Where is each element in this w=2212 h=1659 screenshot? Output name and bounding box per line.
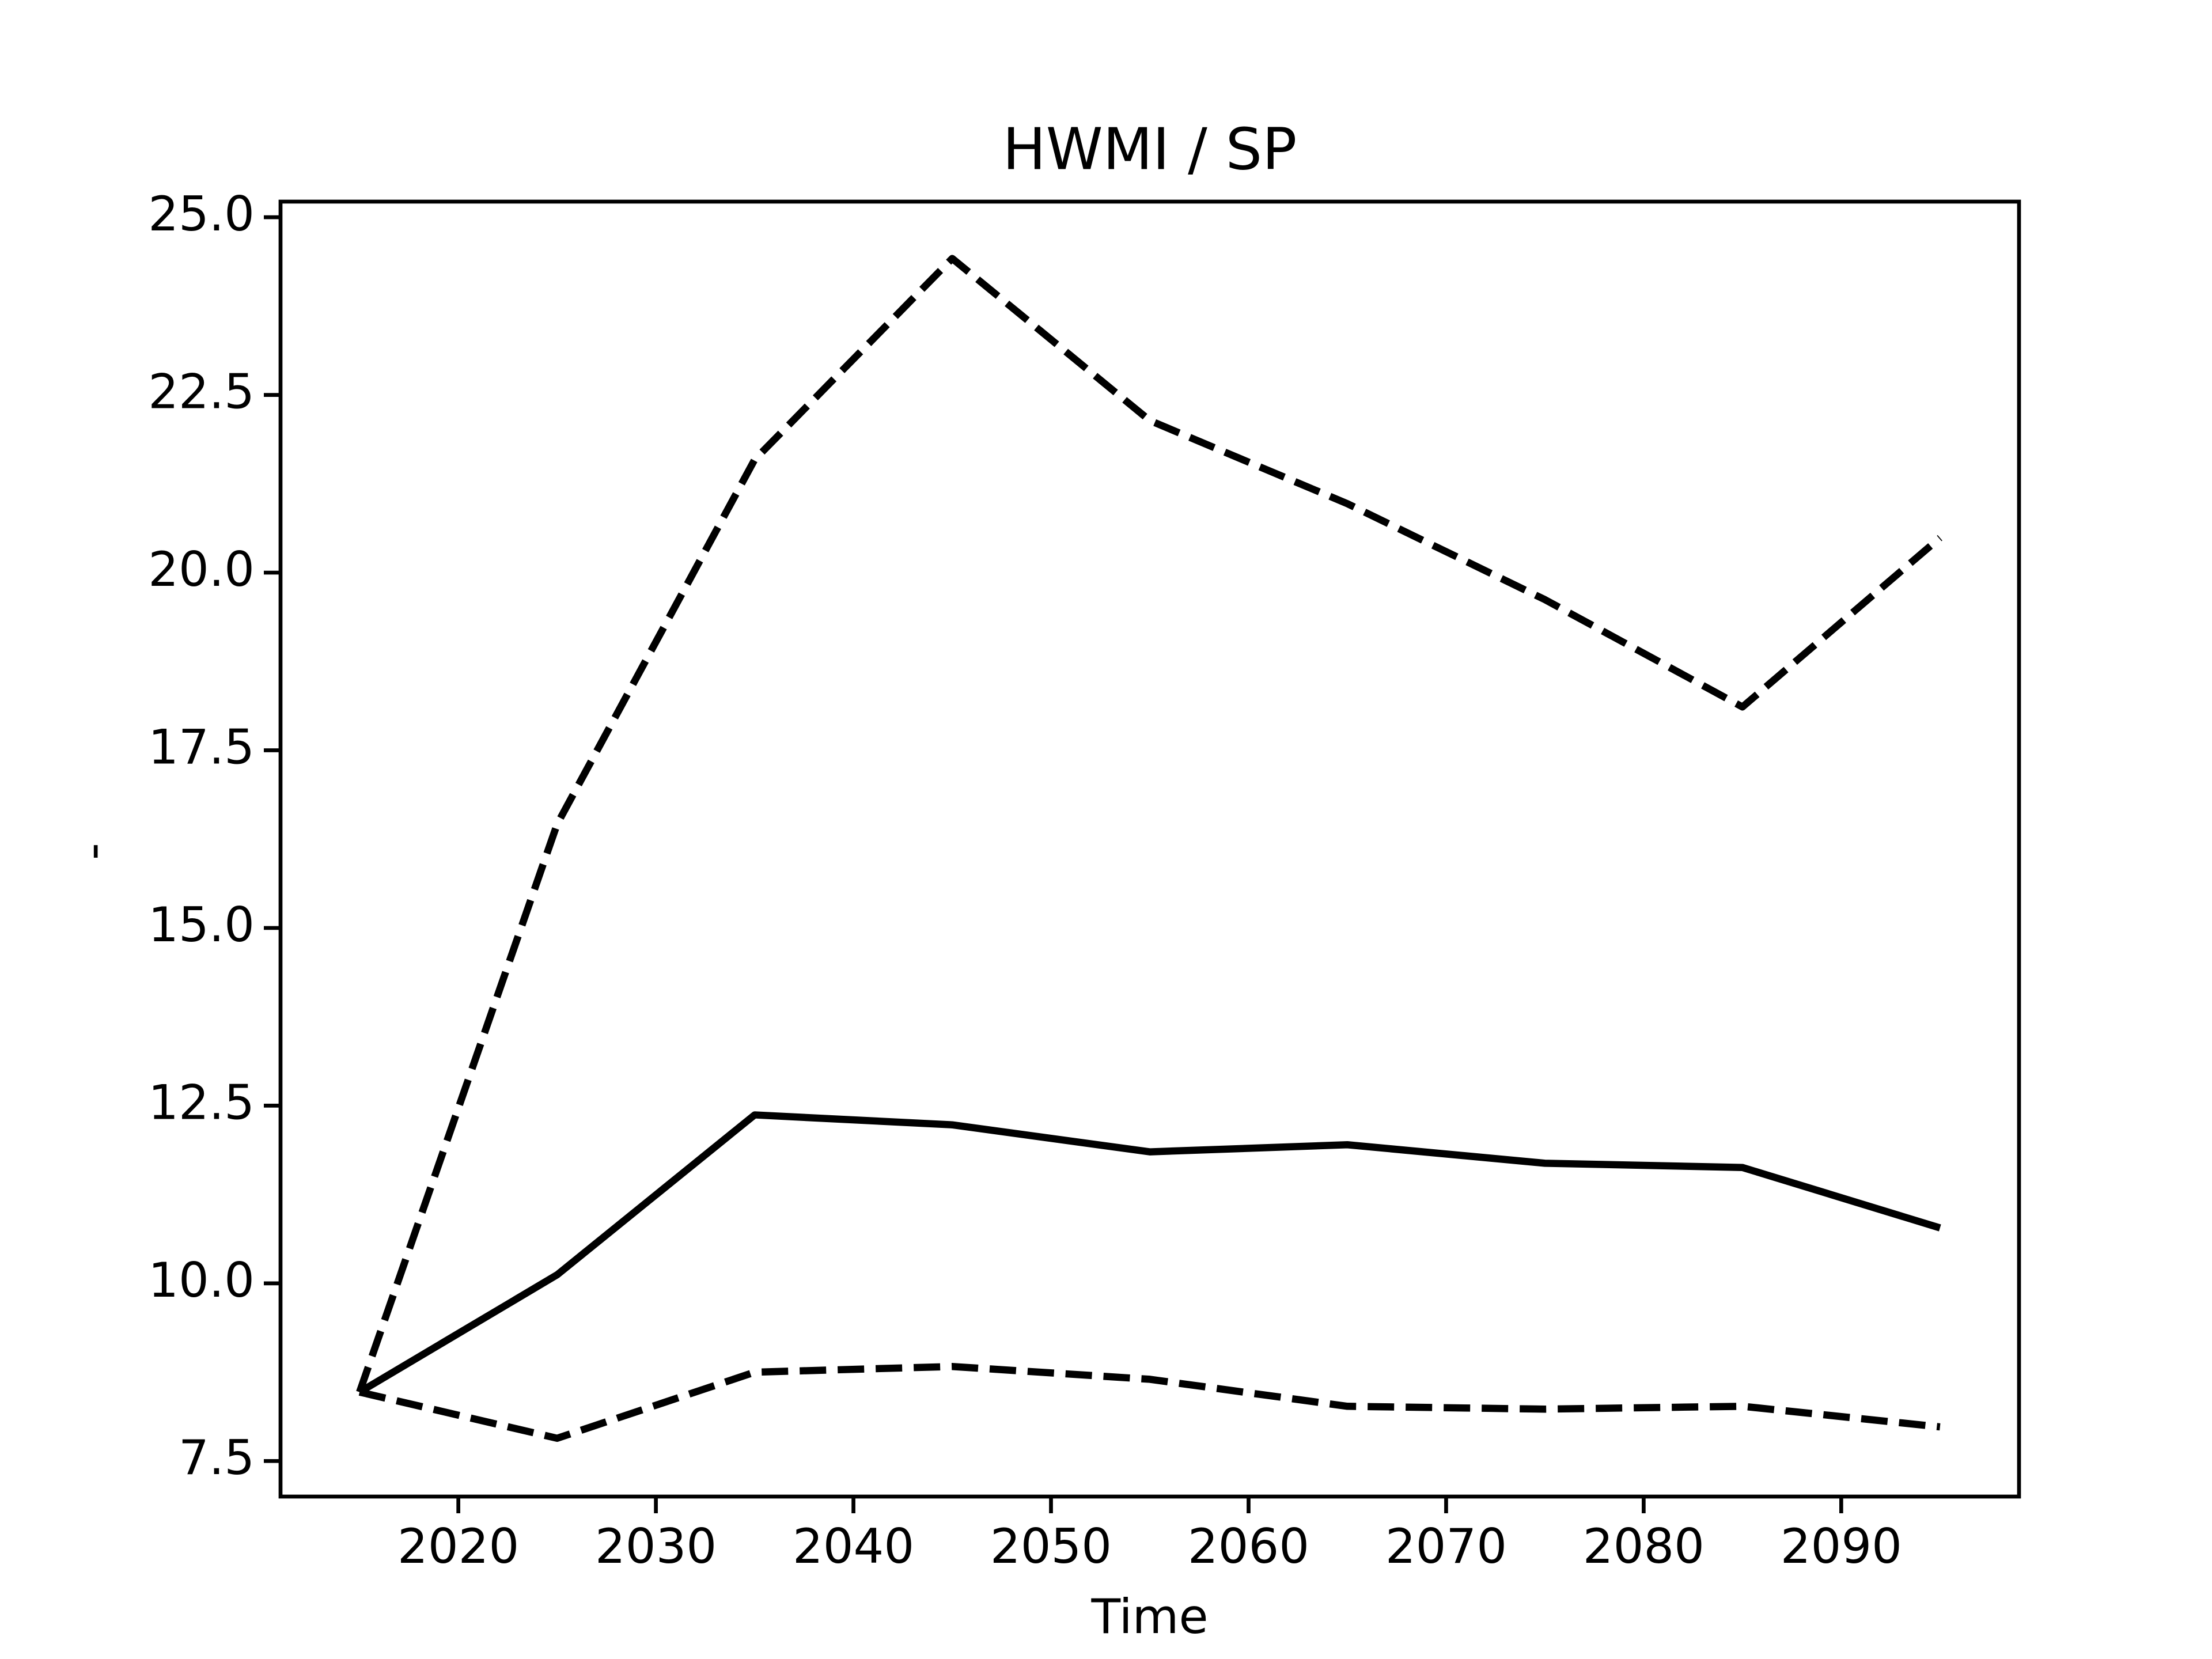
x-tick-label: 2020 [397,1518,519,1574]
y-tick-label: 7.5 [179,1430,255,1486]
y-tick-label: 15.0 [148,897,255,953]
x-tick-label: 2030 [595,1518,717,1574]
line-series [356,255,1942,1393]
y-tick-label: 25.0 [148,186,255,242]
y-tick-label: 17.5 [148,719,255,775]
x-axis-label: Time [1090,1589,1208,1645]
y-tick-label: 12.5 [148,1074,255,1130]
x-tick-label: 2070 [1385,1518,1507,1574]
x-tick-label: 2050 [990,1518,1112,1574]
line-series [357,1111,1941,1396]
line-series [358,1362,1941,1442]
y-tick-label: 22.5 [148,364,255,420]
x-tick-label: 2060 [1188,1518,1309,1574]
y-tick-label: 10.0 [148,1252,255,1308]
chart-title: HWMI / SP [1003,115,1297,183]
x-tick-label: 2090 [1781,1518,1902,1574]
x-tick-label: 2040 [793,1518,914,1574]
axes-frame [278,199,2021,1499]
y-tick-label: 20.0 [148,541,255,597]
x-tick-label: 2080 [1583,1518,1705,1574]
y-axis-label: - [65,843,120,860]
